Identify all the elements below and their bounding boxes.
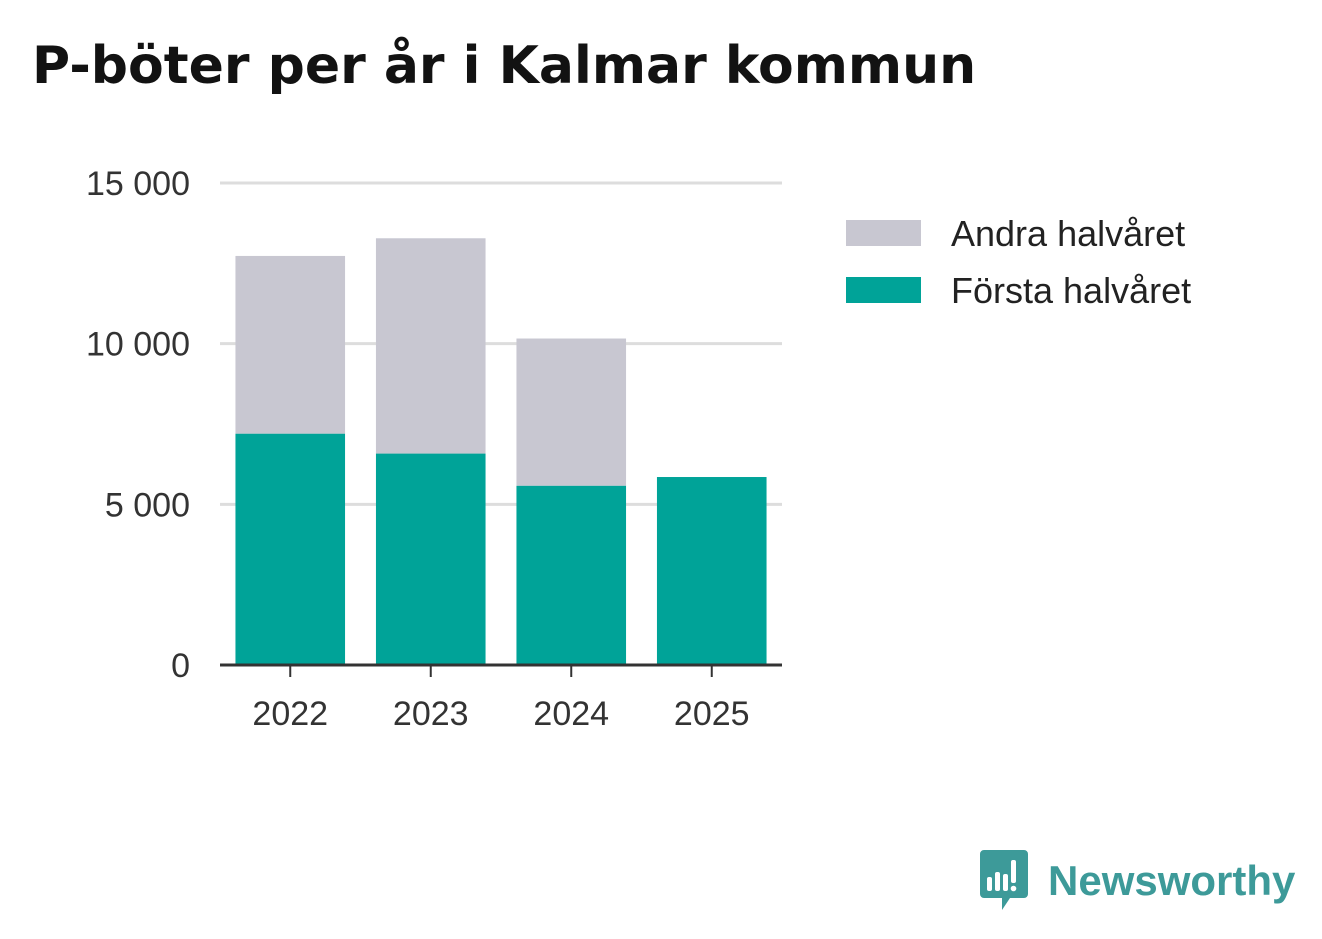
- bar-2022-series-1: [235, 433, 346, 665]
- brand-logo: Newsworthy: [980, 850, 1295, 912]
- y-axis-tick-labels: 0 5 000 10 000 15 000: [86, 165, 190, 685]
- legend-swatch: [846, 220, 921, 246]
- bar-2024-series-1: [516, 485, 627, 665]
- bar-2022-series-2: [235, 255, 346, 434]
- legend-label: Andra halvåret: [951, 213, 1185, 254]
- bars: [235, 238, 767, 665]
- legend-label: Första halvåret: [951, 270, 1191, 311]
- y-tick-label: 15 000: [86, 165, 190, 203]
- bar-2025-series-1: [656, 477, 767, 665]
- y-tick-label: 0: [171, 647, 190, 685]
- y-tick-label: 10 000: [86, 326, 190, 364]
- x-tick-label: 2022: [252, 695, 328, 733]
- newsworthy-logo-icon: [980, 850, 1028, 910]
- bar-2024-series-2: [516, 338, 627, 486]
- brand-name: Newsworthy: [1048, 857, 1296, 904]
- x-axis: [220, 663, 782, 677]
- legend-swatch: [846, 277, 921, 303]
- x-axis-tick-labels: 2022 2023 2024 2025: [252, 695, 749, 733]
- legend: Andra halvåret Första halvåret: [846, 213, 1191, 311]
- x-tick-label: 2025: [674, 695, 750, 733]
- y-tick-label: 5 000: [105, 486, 190, 524]
- chart-title: P-böter per år i Kalmar kommun: [32, 36, 977, 96]
- bar-2023-series-1: [375, 453, 486, 665]
- x-tick-label: 2023: [393, 695, 469, 733]
- x-tick-label: 2024: [533, 695, 609, 733]
- bar-2023-series-2: [375, 238, 486, 454]
